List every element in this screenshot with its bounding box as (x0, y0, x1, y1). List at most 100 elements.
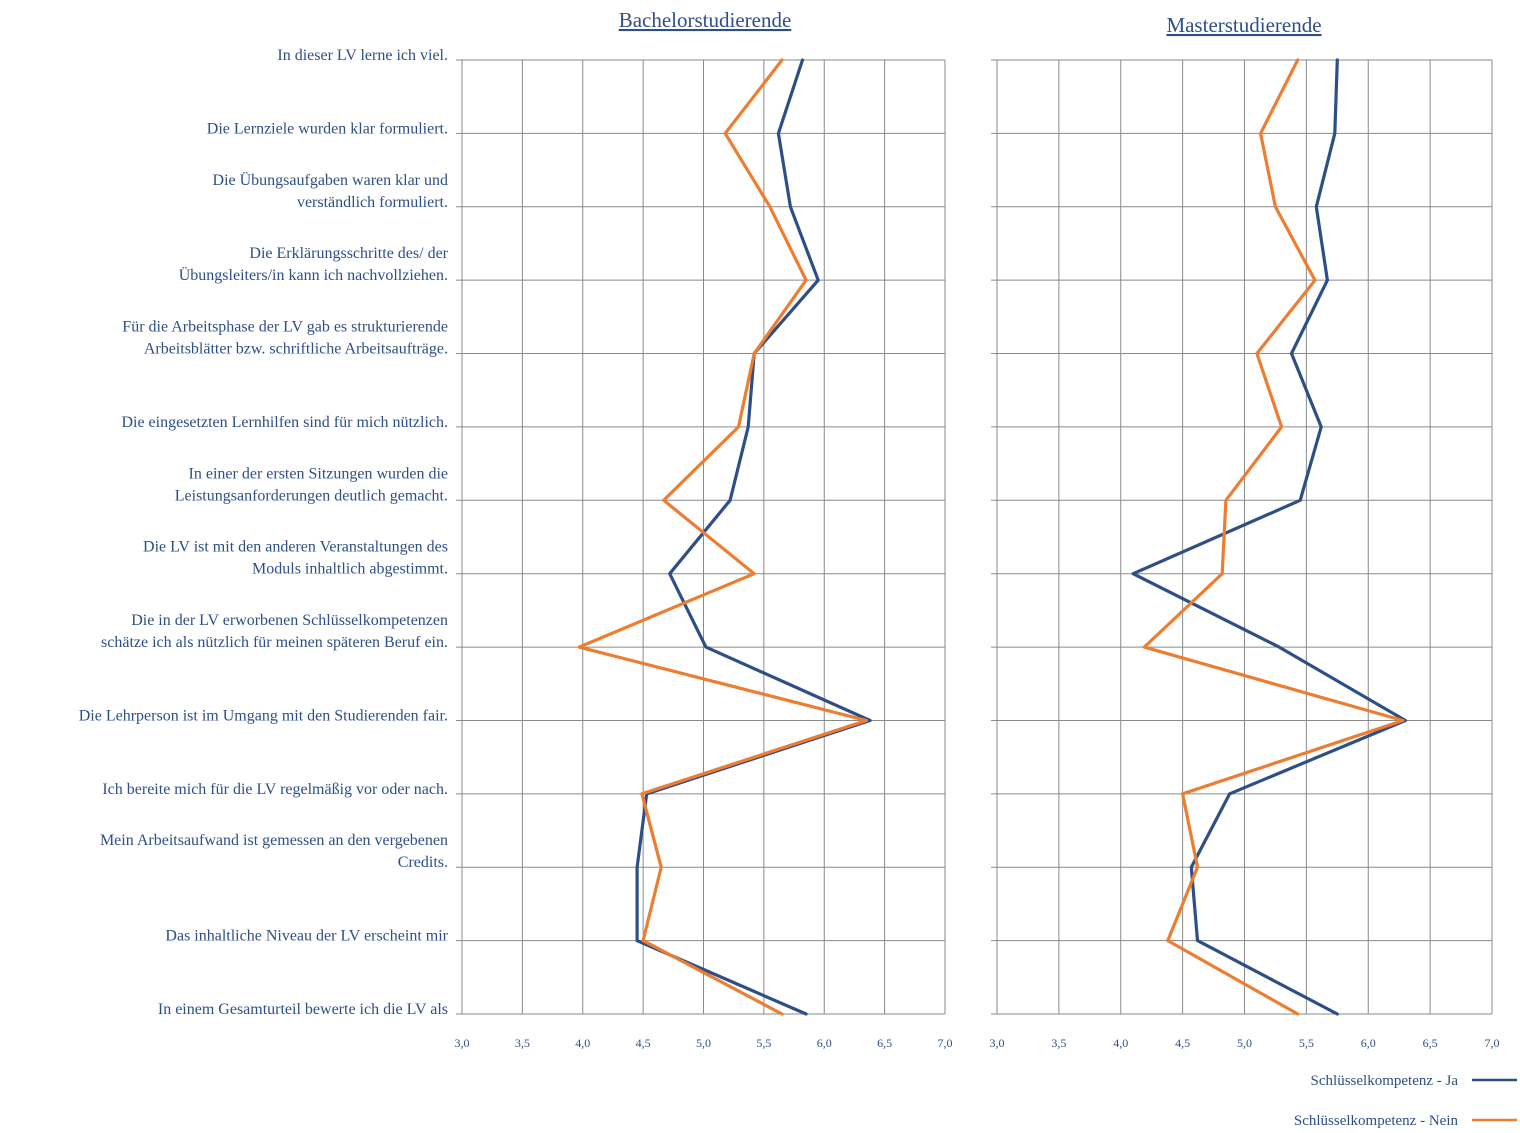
master-x-tick-label: 3,5 (1051, 1036, 1066, 1050)
question-label: Übungsleiters/in kann ich nachvollziehen… (179, 266, 448, 284)
bachelor-data-point-nein (780, 1012, 784, 1016)
bachelor-data-point-nein (641, 939, 645, 942)
panel-bachelor: 3,0 3,5 4,0 4,5 5,0 5,5 6,0 6,5 7,0 (455, 58, 953, 1050)
chart-title-bachelor: Bachelorstudierende (619, 8, 792, 32)
bachelor-x-tick-label: 6,5 (877, 1036, 892, 1050)
bachelor-data-point-nein (640, 792, 644, 796)
master-data-point-ja (1196, 939, 1199, 942)
bachelor-data-point-nein (737, 425, 740, 429)
master-data-point-nein (1166, 939, 1169, 942)
master-data-point-nein (1196, 866, 1199, 869)
question-label: In einer der ersten Sitzungen wurden die (189, 465, 448, 482)
bachelor-data-point-nein (660, 866, 663, 869)
question-label: Arbeitsblätter bzw. schriftliche Arbeits… (144, 341, 448, 358)
question-label: Das inhaltliche Niveau der LV erscheint … (165, 928, 448, 945)
bachelor-data-point-nein (780, 58, 784, 62)
master-x-tick-label: 6,5 (1423, 1036, 1438, 1050)
bachelor-data-point-nein (768, 205, 772, 208)
bachelor-data-point-ja (868, 719, 872, 722)
bachelor-x-tick-label: 4,0 (575, 1036, 590, 1050)
master-x-tick-label: 4,5 (1175, 1036, 1190, 1050)
bachelor-data-point-ja (668, 572, 671, 575)
master-data-point-nein (1296, 1012, 1299, 1016)
bachelor-x-tick-label: 3,5 (515, 1036, 530, 1050)
master-data-point-nein (1296, 58, 1299, 62)
panel-master: 3,0 3,5 4,0 4,5 5,0 5,5 6,0 6,5 7,0 (990, 58, 1500, 1050)
master-data-point-ja (1336, 58, 1339, 62)
bachelor-data-point-nein (753, 352, 756, 355)
master-data-point-ja (1190, 866, 1193, 869)
master-data-point-ja (1228, 792, 1231, 796)
master-data-point-ja (1333, 132, 1337, 135)
legend-label-nein: Schlüsselkompetenz - Nein (1294, 1113, 1459, 1129)
bachelor-data-point-nein (865, 719, 868, 722)
question-label: Die Lernziele wurden klar formuliert. (207, 120, 448, 137)
master-x-tick-label: 5,5 (1299, 1036, 1314, 1050)
bachelor-x-tick-label: 4,5 (636, 1036, 651, 1050)
question-label: In einem Gesamturteil bewerte ich die LV… (158, 1001, 448, 1018)
question-label: In dieser LV lerne ich viel. (277, 47, 448, 64)
question-label: Leistungsanforderungen deutlich gemacht. (175, 487, 448, 504)
chart-title-master: Masterstudierende (1166, 13, 1321, 37)
bachelor-data-point-ja (635, 866, 639, 869)
bachelor-data-point-ja (789, 205, 792, 208)
bachelor-data-point-ja (817, 278, 820, 282)
bachelor-data-point-nein (662, 499, 665, 502)
bachelor-x-tick-label: 6,0 (817, 1036, 832, 1050)
master-data-point-ja (1336, 1012, 1339, 1016)
question-label: Die Lehrperson ist im Umgang mit den Stu… (79, 707, 448, 724)
bachelor-x-tick-label: 7,0 (938, 1036, 953, 1050)
question-label: Credits. (398, 854, 448, 871)
master-x-tick-label: 7,0 (1485, 1036, 1500, 1050)
legend-label-ja: Schlüsselkompetenz - Ja (1311, 1073, 1459, 1089)
master-data-point-nein (1259, 132, 1262, 135)
bachelor-data-point-ja (635, 939, 639, 942)
master-data-point-nein (1255, 352, 1259, 355)
master-x-tick-label: 4,0 (1113, 1036, 1128, 1050)
bachelor-x-tick-label: 5,5 (756, 1036, 771, 1050)
bachelor-x-tick-label: 3,0 (455, 1036, 470, 1050)
master-data-point-ja (1131, 572, 1135, 575)
master-data-point-nein (1181, 792, 1184, 796)
legend: Schlüsselkompetenz - Ja Schlüsselkompete… (1294, 1073, 1517, 1129)
bachelor-series-line-ja (635, 58, 872, 1016)
master-data-point-nein (1313, 278, 1317, 282)
master-data-point-ja (1298, 499, 1302, 502)
master-x-tick-label: 6,0 (1361, 1036, 1376, 1050)
master-data-point-nein (1274, 205, 1277, 208)
question-label: verständlich formuliert. (297, 194, 448, 211)
question-label: Die LV ist mit den anderen Veranstaltung… (143, 539, 448, 556)
question-label: Die in der LV erworbenen Schlüsselkompet… (131, 612, 448, 629)
master-series-line-ja (1131, 58, 1408, 1016)
bachelor-x-tick-label: 5,0 (696, 1036, 711, 1050)
bachelor-data-point-ja (728, 499, 732, 502)
master-data-point-ja (1315, 205, 1318, 208)
question-label: Ich bereite mich für die LV regelmäßig v… (102, 781, 448, 798)
master-data-point-ja (1320, 425, 1323, 429)
bachelor-data-point-ja (777, 132, 780, 135)
master-data-point-ja (1326, 278, 1329, 282)
master-data-point-ja (1404, 719, 1407, 722)
bachelor-data-point-ja (746, 425, 750, 429)
master-data-point-nein (1221, 572, 1224, 575)
question-label: schätze ich als nützlich für meinen spät… (101, 634, 448, 651)
master-data-point-nein (1143, 645, 1146, 649)
master-data-point-nein (1401, 719, 1405, 722)
question-label: Für die Arbeitsphase der LV gab es struk… (122, 319, 448, 336)
bachelor-data-point-ja (801, 58, 804, 62)
question-labels: In dieser LV lerne ich viel. Die Lernziel… (79, 47, 449, 1018)
bachelor-data-point-nein (577, 645, 581, 649)
question-label: Die Übungsaufgaben waren klar und (213, 171, 448, 189)
bachelor-data-point-ja (704, 645, 708, 649)
bachelor-data-point-nein (804, 278, 808, 282)
bachelor-data-point-nein (724, 132, 727, 135)
master-data-point-ja (1277, 645, 1281, 649)
master-data-point-nein (1280, 425, 1283, 429)
master-x-tick-label: 3,0 (990, 1036, 1005, 1050)
question-label: Mein Arbeitsaufwand ist gemessen an den … (100, 832, 448, 849)
master-data-point-nein (1224, 499, 1228, 502)
question-label: Die Erklärungsschritte des/ der (249, 245, 448, 262)
master-x-tick-label: 5,0 (1237, 1036, 1252, 1050)
bachelor-data-point-nein (753, 572, 756, 575)
